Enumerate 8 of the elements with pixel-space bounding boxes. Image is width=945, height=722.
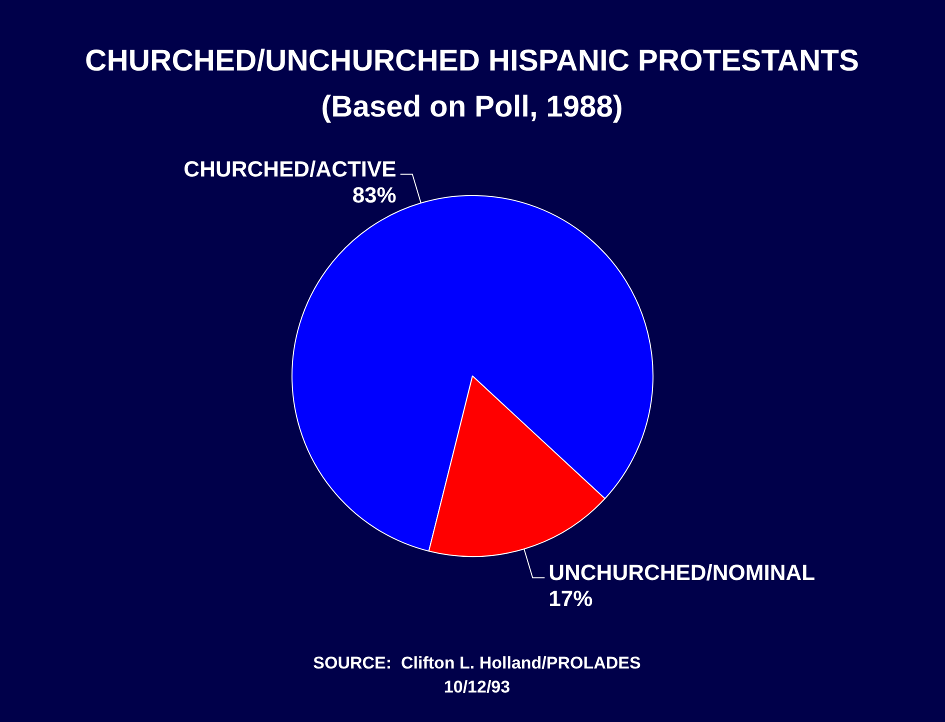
text: 10/12/93 — [444, 678, 510, 697]
data-label: 17% — [548, 586, 593, 611]
chart-title: CHURCHED/UNCHURCHED HISPANIC PROTESTANTS — [85, 44, 859, 78]
slice-label: CHURCHED/ACTIVE — [184, 156, 396, 182]
slice-label: UNCHURCHED/NOMINAL — [548, 560, 816, 585]
source-note: SOURCE: Clifton L. Holland/PROLADES — [313, 654, 641, 673]
data-label: 83% — [352, 182, 396, 208]
chart-subtitle: (Based on Poll, 1988) — [321, 90, 623, 124]
